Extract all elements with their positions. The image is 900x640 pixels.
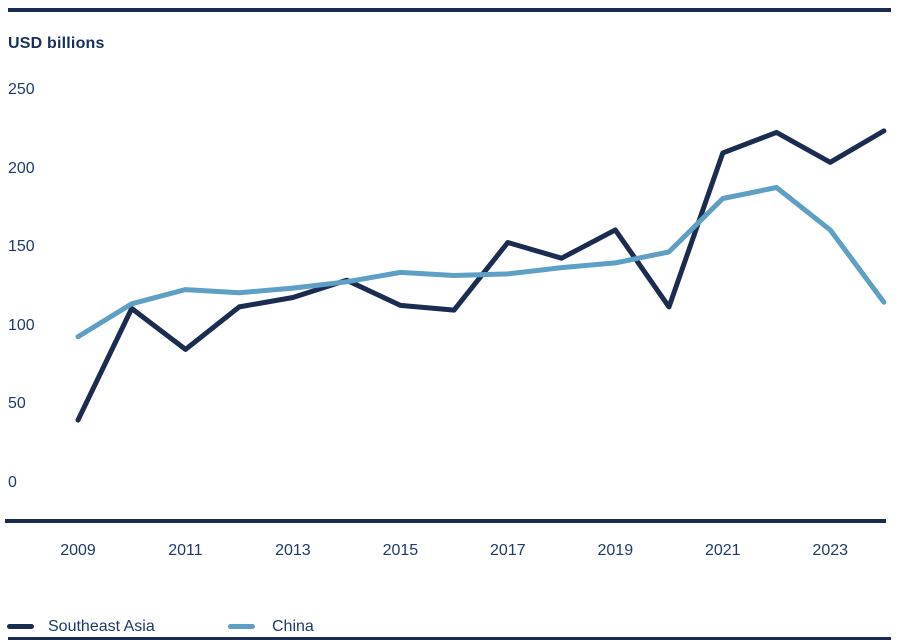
y-axis-tick-label: 50 — [8, 395, 26, 413]
x-axis-tick-label: 2013 — [275, 542, 311, 559]
legend-swatch-china — [228, 624, 255, 629]
bottom-divider — [8, 637, 891, 640]
y-axis-title: USD billions — [8, 35, 105, 52]
legend-swatch-southeast-asia — [7, 624, 34, 629]
y-axis-tick-label: 200 — [8, 159, 35, 177]
legend-label-china: China — [272, 618, 314, 635]
x-axis-tick-label: 2017 — [490, 542, 526, 559]
x-axis-tick-label: 2011 — [168, 542, 203, 559]
y-axis-tick-label: 150 — [8, 238, 35, 256]
x-axis-line — [5, 519, 886, 523]
x-axis-tick-label: 2023 — [812, 542, 849, 559]
x-axis-tick-label: 2015 — [382, 542, 419, 559]
y-axis-tick-label: 250 — [8, 81, 35, 98]
x-axis-tick-label: 2021 — [704, 542, 741, 559]
top-divider — [8, 8, 891, 12]
y-axis-tick-label: 100 — [8, 316, 35, 334]
series-line-china — [75, 185, 887, 340]
legend-label-southeast-asia: Southeast Asia — [48, 618, 155, 635]
x-axis-tick-label: 2009 — [60, 542, 96, 559]
x-axis-tick-label: 2019 — [597, 542, 634, 559]
y-axis-tick-label: 0 — [8, 474, 17, 491]
